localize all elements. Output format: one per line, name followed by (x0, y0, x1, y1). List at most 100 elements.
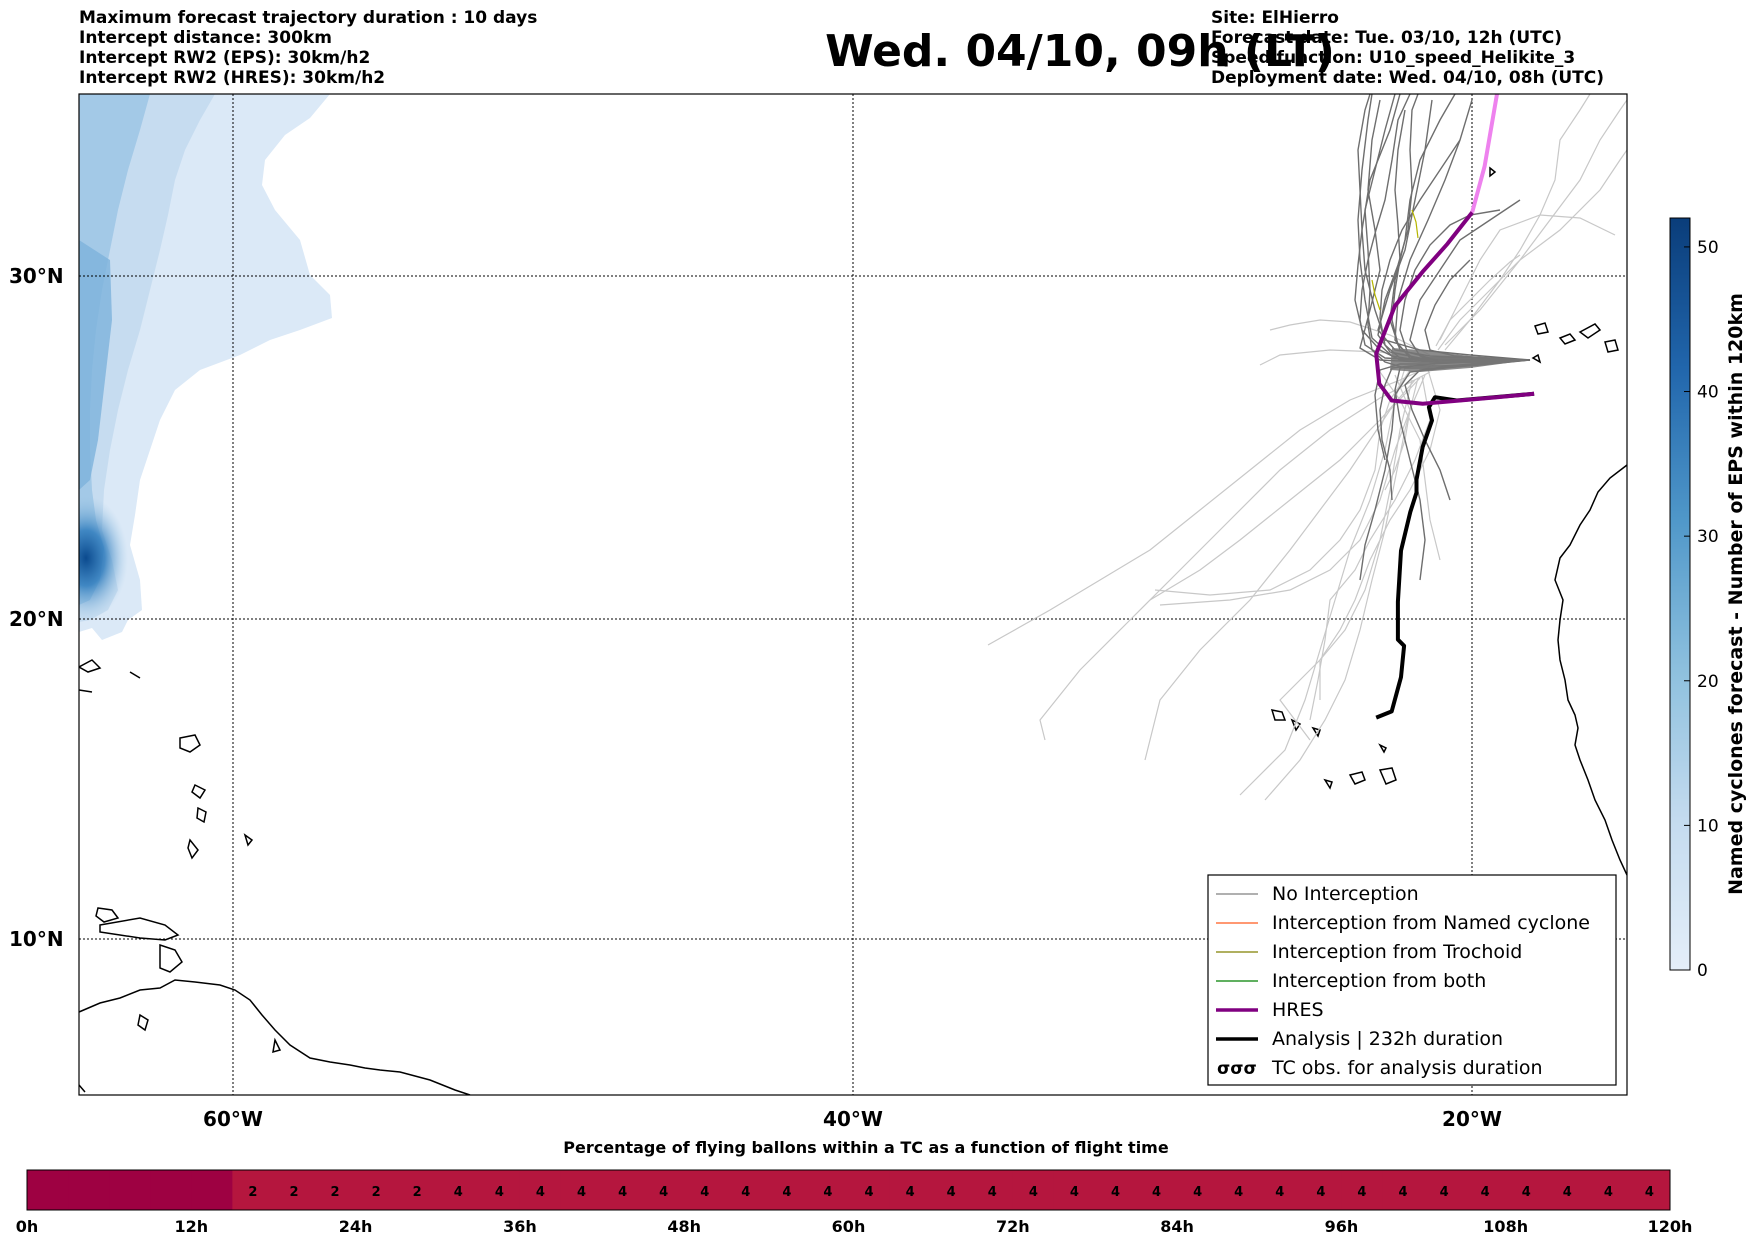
legend-box (1207, 874, 1617, 1086)
timeline-cell-label: 4 (1029, 1185, 1038, 1200)
timeline-cell-label: 4 (1111, 1185, 1120, 1200)
timeline-tick-label: 108h (1483, 1217, 1528, 1236)
timeline-cell (1505, 1170, 1548, 1210)
coast-island-f (79, 689, 93, 693)
page-title-wrapper: Wed. 04/10, 09h (LT) (0, 24, 1752, 80)
cyclone-density-shading (79, 94, 332, 640)
timeline-cell (1218, 1170, 1260, 1210)
timeline-cell (602, 1170, 644, 1210)
timeline-cell (1094, 1170, 1137, 1210)
coast-island-e (79, 659, 102, 673)
colorbar-tick-label: 40 (1697, 383, 1719, 403)
timeline-tick-label: 120h (1648, 1217, 1693, 1236)
legend-item: σσσ TC obs. for analysis duration (1217, 1057, 1543, 1079)
trochoid-tracks (1371, 209, 1419, 311)
coast-cape-verde-c (1311, 726, 1321, 738)
eps-track (1444, 94, 1591, 351)
map-content (79, 94, 1627, 1095)
header-info-left: Maximum forecast trajectory duration : 1… (79, 8, 537, 88)
timeline-cell-label: 4 (454, 1185, 463, 1200)
legend-label: Interception from both (1272, 970, 1486, 992)
coast-island-l (243, 833, 254, 847)
timeline-cell-label: 4 (1440, 1185, 1449, 1200)
eps-track (1379, 371, 1441, 561)
density-core-band (79, 240, 112, 490)
density-inner (79, 94, 150, 605)
timeline-cell (1012, 1170, 1055, 1210)
timeline-cell (150, 1170, 192, 1210)
timeline-cell-label: 4 (782, 1185, 791, 1200)
eps-track (1444, 99, 1627, 346)
timeline-cell (725, 1170, 767, 1210)
colorbar-tick-label: 0 (1697, 961, 1708, 981)
legend-item: Analysis | 232h duration (1216, 1028, 1503, 1050)
coast-island-d (272, 1037, 282, 1054)
timeline-cell (273, 1170, 316, 1210)
coast-island-k (187, 838, 199, 860)
eps-track (1319, 369, 1441, 700)
trochoid-track (1411, 209, 1419, 239)
page-title: Wed. 04/10, 09h (LT) (825, 26, 1335, 77)
colorbar: 0 10 20 30 40 50 Named cyclones forecast - Nu… (1669, 217, 1747, 981)
timeline-cell (478, 1170, 521, 1210)
lon-label-20w: 20°W (1442, 1107, 1502, 1131)
timeline-tick-label: 84h (1160, 1217, 1194, 1236)
header-right-line: Forecast date: Tue. 03/10, 12h (UTC) (1211, 28, 1562, 48)
timeline-cell-label: 4 (1316, 1185, 1325, 1200)
lat-label-30n: 30°N (9, 264, 64, 288)
coast-cape-verde-d (1348, 771, 1366, 785)
legend-entries: No Interception Interception from Named c… (1216, 883, 1590, 1079)
coast-south-america (79, 979, 471, 1095)
timeline-cell (643, 1170, 685, 1210)
eps-trajectories-light (987, 94, 1627, 801)
legend-item: Interception from Named cyclone (1216, 912, 1590, 934)
coast-island-a (95, 907, 120, 923)
eps-track (1159, 374, 1426, 606)
hres-line (1374, 211, 1535, 406)
timeline-frame (26, 1169, 1671, 1211)
colorbar-gradient (1669, 217, 1691, 971)
timeline-cell (684, 1170, 726, 1210)
eps-track (1435, 254, 1521, 347)
header-right-line: Speed function: U10_speed_Helikite_3 (1211, 48, 1576, 68)
legend-label: Analysis | 232h duration (1272, 1028, 1503, 1050)
timeline-cell-label: 4 (1070, 1185, 1079, 1200)
legend: No Interception Interception from Named c… (1207, 874, 1617, 1086)
eps-cluster-fill (1390, 348, 1530, 372)
timeline-cell (27, 1170, 69, 1210)
density-peak (79, 496, 128, 620)
timeline-cell (191, 1170, 233, 1210)
colorbar-tick-label: 30 (1697, 527, 1719, 547)
timeline-cell (396, 1170, 439, 1210)
coast-madeira (1489, 166, 1497, 178)
timeline-cell-label: 4 (659, 1185, 668, 1200)
timeline-cell-label: 4 (1234, 1185, 1243, 1200)
coast-island-j (196, 806, 207, 824)
timeline-cell-label: 4 (1481, 1185, 1490, 1200)
timeline-tick-label: 36h (503, 1217, 537, 1236)
timeline-cell (1136, 1170, 1178, 1210)
eps-track (1279, 379, 1413, 741)
map-panel (78, 93, 1628, 1096)
eps-track (987, 361, 1441, 646)
timeline-cell (519, 1170, 562, 1210)
timeline-cell (848, 1170, 891, 1210)
timeline-tick-label: 96h (1325, 1217, 1359, 1236)
legend-item: HRES (1216, 999, 1324, 1021)
timeline-cell-label: 4 (1563, 1185, 1572, 1200)
timeline-cell-label: 2 (413, 1185, 422, 1200)
timeline-cell-label: 4 (947, 1185, 956, 1200)
timeline-cell (1177, 1170, 1219, 1210)
timeline-cell-label: 4 (865, 1185, 874, 1200)
hres-tail-line (1470, 94, 1499, 213)
timeline-cell-label: 4 (1357, 1185, 1366, 1200)
timeline-cell (232, 1170, 274, 1210)
coast-island-c (137, 1013, 149, 1032)
coast-canary-a (1534, 322, 1549, 335)
timeline-cell (109, 1170, 151, 1210)
coast-island-h (179, 734, 201, 753)
coast-cape-verde-e (1378, 767, 1397, 785)
analysis-line (1375, 391, 1535, 720)
header-right-line: Site: ElHierro (1211, 8, 1339, 28)
